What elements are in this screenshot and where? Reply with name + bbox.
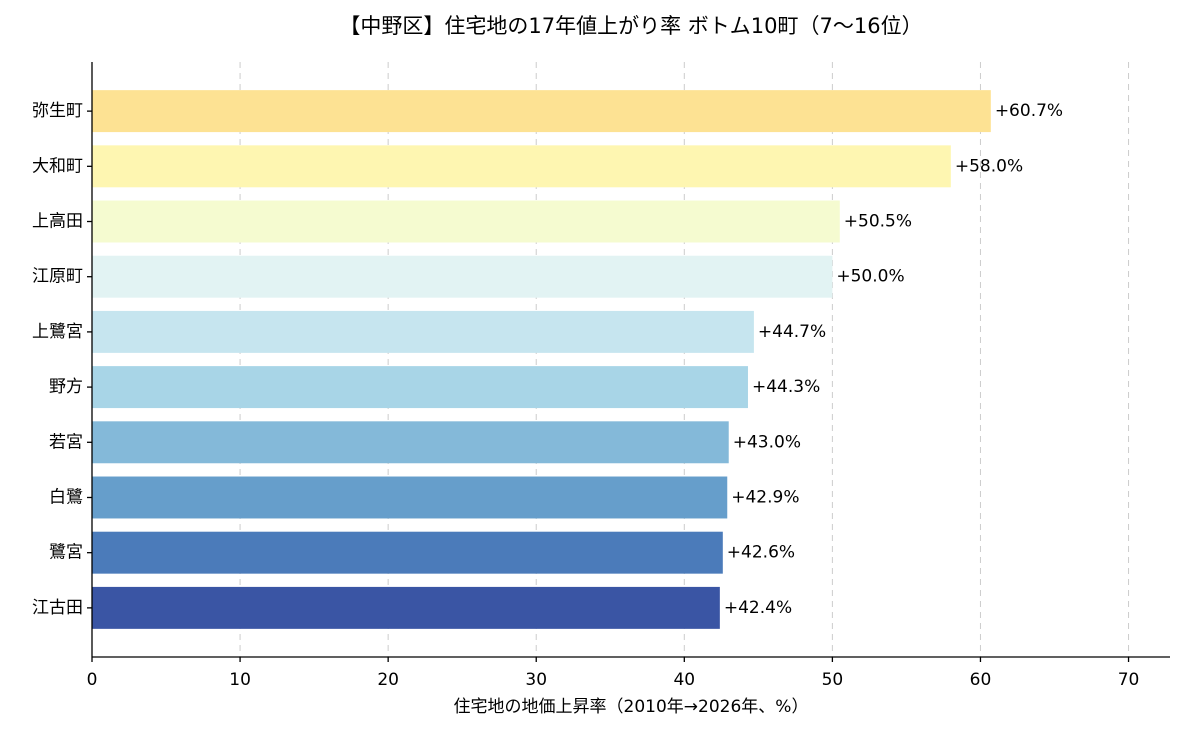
bar [92, 310, 754, 353]
y-tick-label: 江原町 [32, 267, 83, 287]
value-label: +42.6% [727, 543, 795, 563]
x-tick-label: 0 [87, 670, 98, 690]
chart-title: 【中野区】住宅地の17年値上がり率 ボトム10町（7〜16位） [339, 14, 922, 38]
bar [92, 255, 833, 298]
value-label: +50.5% [844, 212, 912, 232]
value-label: +60.7% [995, 101, 1063, 121]
bar [92, 200, 840, 243]
y-tick-label: 上鷺宮 [32, 322, 83, 342]
bar [92, 366, 748, 409]
x-tick-label: 40 [673, 670, 695, 690]
x-tick-label: 60 [970, 670, 992, 690]
bar [92, 586, 720, 629]
y-tick-label: 若宮 [49, 432, 83, 452]
bar [92, 531, 723, 574]
y-tick-label: 上高田 [32, 212, 83, 232]
bar [92, 476, 728, 519]
bar [92, 421, 729, 464]
value-label: +58.0% [955, 156, 1023, 176]
value-label: +42.9% [731, 487, 799, 507]
y-tick-label: 江古田 [32, 598, 83, 618]
y-tick-label: 白鷺 [49, 487, 83, 507]
x-tick-label: 20 [377, 670, 399, 690]
x-tick-label: 10 [229, 670, 251, 690]
value-label: +42.4% [724, 598, 792, 618]
value-label: +43.0% [733, 432, 801, 452]
x-axis-label: 住宅地の地価上昇率（2010年→2026年、%） [454, 697, 809, 717]
value-label: +50.0% [836, 267, 904, 287]
y-tick-label: 弥生町 [32, 101, 83, 121]
y-tick-label: 野方 [49, 377, 83, 397]
bar [92, 90, 991, 133]
x-tick-label: 70 [1118, 670, 1140, 690]
y-tick-label: 鷺宮 [49, 543, 83, 563]
x-tick-label: 50 [822, 670, 844, 690]
x-tick-label: 30 [525, 670, 547, 690]
value-label: +44.7% [758, 322, 826, 342]
bar [92, 145, 951, 188]
value-label: +44.3% [752, 377, 820, 397]
y-tick-label: 大和町 [32, 156, 83, 176]
